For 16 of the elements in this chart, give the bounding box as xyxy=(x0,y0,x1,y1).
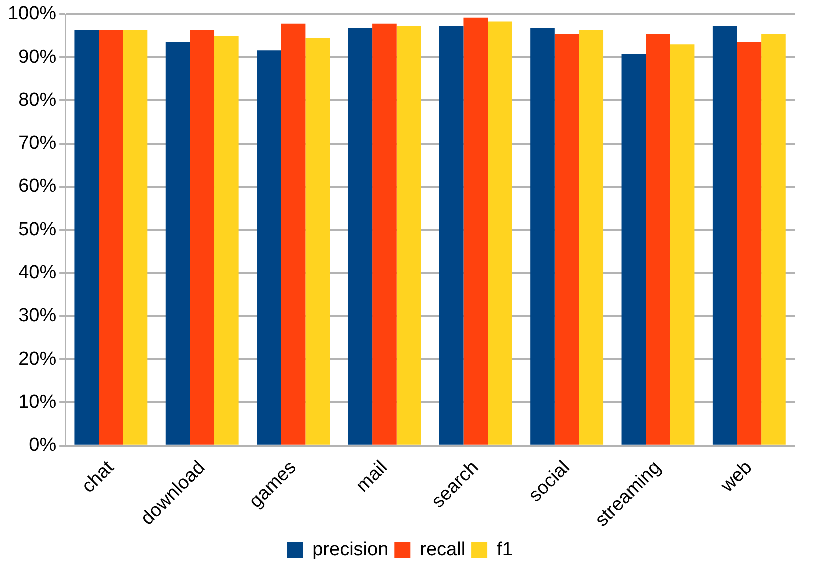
y-tick-label: 80% xyxy=(18,90,57,111)
y-tick-label: 50% xyxy=(18,219,57,240)
x-tick-label: web xyxy=(716,457,757,498)
legend-label: f1 xyxy=(497,540,513,561)
y-tick-label: 60% xyxy=(18,176,57,198)
y-tick-label: 0% xyxy=(29,435,57,456)
y-tick-label: 20% xyxy=(18,348,57,370)
y-tick-label: 70% xyxy=(18,133,57,154)
legend-label: recall xyxy=(420,540,466,561)
y-tick-label: 10% xyxy=(18,392,57,413)
y-tick-label: 90% xyxy=(18,46,57,68)
legend-label: precision xyxy=(312,540,389,561)
y-tick-label: 30% xyxy=(18,306,57,327)
y-tick-label: 100% xyxy=(8,4,57,25)
x-tick-label: chat xyxy=(78,456,119,498)
y-tick-label: 40% xyxy=(18,262,57,284)
